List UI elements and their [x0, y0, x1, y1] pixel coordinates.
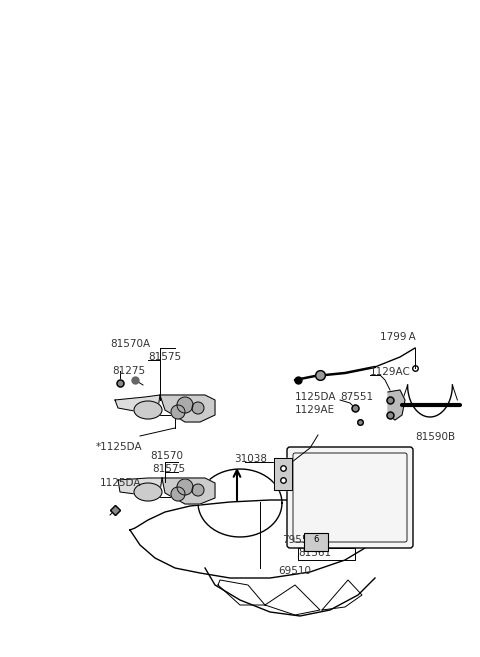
Text: 87551: 87551: [340, 392, 373, 402]
Ellipse shape: [134, 483, 162, 501]
Text: 81575: 81575: [148, 352, 181, 362]
Circle shape: [177, 397, 193, 413]
Text: 81590B: 81590B: [415, 432, 455, 442]
Ellipse shape: [134, 401, 162, 419]
Text: 1129AE: 1129AE: [295, 405, 335, 415]
Text: 1799 A: 1799 A: [380, 332, 416, 342]
Circle shape: [171, 487, 185, 501]
Polygon shape: [388, 390, 405, 420]
Circle shape: [192, 484, 204, 496]
Text: 1125DA: 1125DA: [100, 478, 142, 488]
Text: 1125DA: 1125DA: [295, 392, 336, 402]
Circle shape: [177, 479, 193, 495]
FancyBboxPatch shape: [287, 447, 413, 548]
Text: 1129AC: 1129AC: [370, 367, 411, 377]
Text: *1125DA: *1125DA: [96, 442, 143, 452]
Text: 69510: 69510: [278, 566, 312, 576]
Text: 81570A: 81570A: [110, 339, 150, 349]
Polygon shape: [160, 395, 215, 422]
Text: 6: 6: [313, 535, 319, 545]
Circle shape: [171, 405, 185, 419]
Circle shape: [192, 402, 204, 414]
Text: 81575: 81575: [152, 464, 185, 474]
Polygon shape: [162, 478, 215, 504]
Text: 31038: 31038: [234, 454, 267, 464]
Polygon shape: [118, 478, 162, 495]
FancyBboxPatch shape: [304, 533, 328, 551]
Polygon shape: [115, 395, 160, 412]
Text: 79551: 79551: [282, 535, 315, 545]
Text: 81561: 81561: [298, 548, 331, 558]
Polygon shape: [274, 458, 292, 490]
Text: 81570: 81570: [150, 451, 183, 461]
Text: 81275: 81275: [112, 366, 145, 376]
